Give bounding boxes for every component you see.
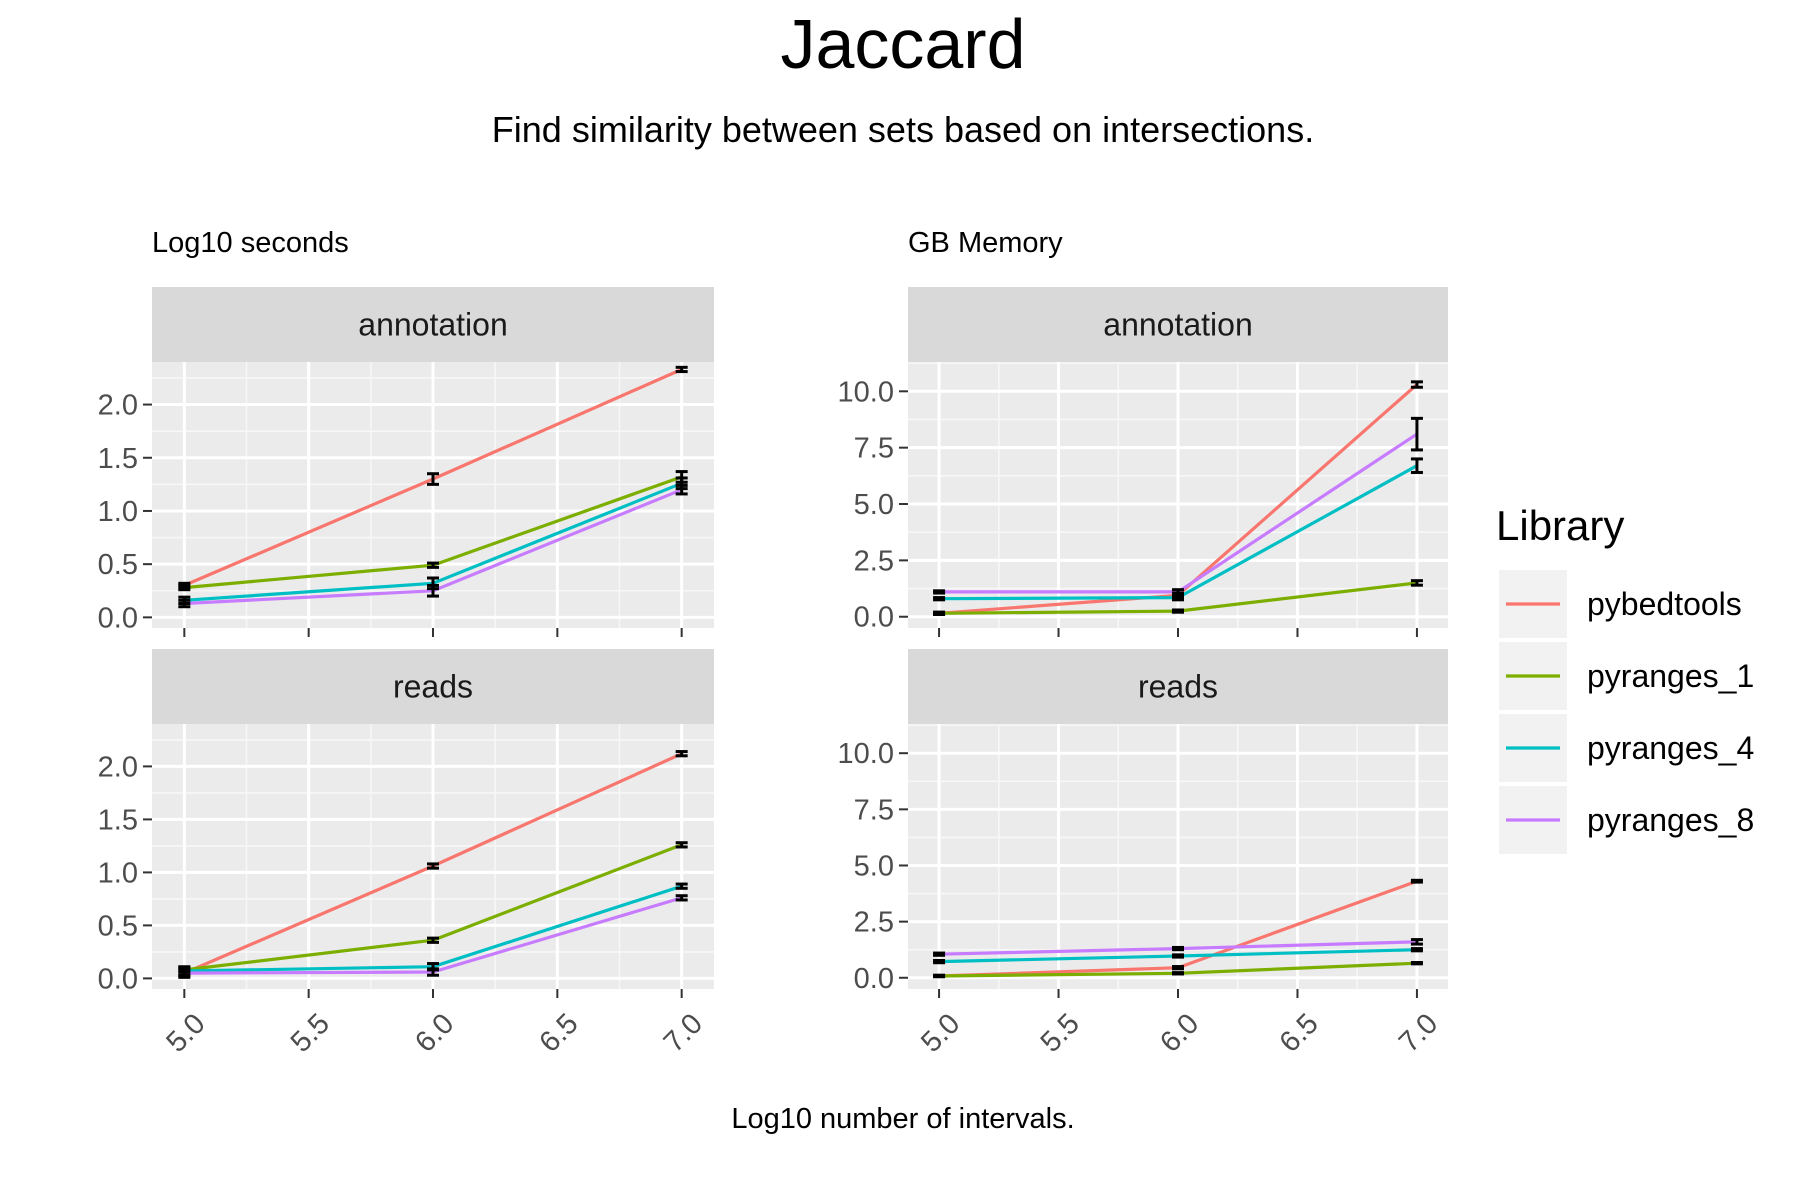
error-bar-pyranges_8 (1172, 588, 1184, 596)
error-bar-pyranges_8 (933, 951, 946, 957)
y-tick-label: 10.0 (838, 738, 894, 770)
facet-strip (908, 649, 1448, 724)
y-tick-label: 1.0 (98, 496, 138, 528)
x-tick-label: 6.0 (409, 1008, 460, 1059)
column-title-left: Log10 seconds (152, 227, 349, 259)
y-tick-label: 2.0 (98, 390, 138, 422)
legend-item-pyranges_8: pyranges_8 (1499, 786, 1754, 854)
x-tick-label: 5.5 (1035, 1008, 1086, 1059)
facet-panel-annotation: annotation 0.0 2.5 5.0 7.5 10.0 (838, 287, 1448, 637)
error-bar-pybedtools (1172, 965, 1184, 971)
error-bar-pybedtools (1410, 878, 1423, 884)
error-bar-pyranges_8 (178, 598, 191, 609)
facet-panel-annotation: annotation 0.0 0.5 1.0 1.5 2.0 (98, 287, 714, 637)
error-bar-pyranges_4 (675, 882, 688, 890)
y-tick-label: 0.0 (98, 602, 138, 634)
y-tick-label: 7.5 (854, 794, 894, 826)
x-tick-label: 6.5 (533, 1008, 584, 1059)
error-bar-pyranges_4 (933, 958, 946, 965)
error-bar-pyranges_8 (427, 583, 439, 598)
error-bar-pyranges_1 (675, 841, 688, 849)
legend-label: pybedtools (1587, 586, 1742, 622)
y-tick-label: 2.0 (98, 751, 138, 783)
facet-panels: annotation 0.0 0.5 1.0 1.5 2.0 reads 0.0 0.5 1.0 1… (98, 287, 1448, 1059)
facet-panel-reads: reads 0.0 0.5 1.0 1.5 2.0 5.0 5.5 6.0 6.5 7.0 (98, 649, 714, 1059)
error-bar-pyranges_1 (1410, 961, 1423, 966)
legend-item-pyranges_4: pyranges_4 (1499, 714, 1754, 782)
x-tick-label: 6.5 (1274, 1008, 1325, 1059)
legend-item-pyranges_1: pyranges_1 (1499, 642, 1754, 710)
error-bar-pyranges_1 (1172, 608, 1184, 614)
x-axis-label: Log10 number of intervals. (731, 1103, 1074, 1135)
legend-label: pyranges_4 (1587, 730, 1754, 766)
facet-strip (152, 649, 714, 724)
legend-item-pybedtools: pybedtools (1499, 570, 1742, 638)
facet-strip-label: reads (393, 669, 473, 705)
y-tick-label: 0.5 (98, 549, 138, 581)
facet-panel-reads: reads 0.0 2.5 5.0 7.5 10.0 5.0 5.5 6.0 6.5 7.0 (838, 649, 1448, 1059)
y-tick-label: 2.5 (854, 545, 894, 577)
error-bar-pybedtools (427, 472, 439, 486)
facet-strip (152, 287, 714, 362)
error-bar-pybedtools (1410, 380, 1423, 389)
error-bar-pyranges_8 (675, 894, 688, 902)
error-bar-pybedtools (427, 862, 439, 870)
y-tick-label: 1.5 (98, 804, 138, 836)
error-bar-pyranges_4 (1410, 947, 1423, 953)
error-bar-pybedtools (675, 750, 688, 758)
error-bar-pybedtools (675, 365, 688, 374)
x-tick-label: 7.0 (658, 1008, 709, 1059)
x-tick-label: 6.0 (1154, 1008, 1205, 1059)
error-bar-pyranges_8 (1410, 938, 1423, 946)
y-tick-label: 1.5 (98, 443, 138, 475)
y-tick-label: 0.0 (854, 602, 894, 634)
x-tick-label: 5.0 (915, 1008, 966, 1059)
y-tick-label: 0.0 (854, 963, 894, 995)
error-bar-pyranges_1 (933, 610, 946, 616)
legend: Library pybedtools pyranges_1 pyranges_4py… (1496, 502, 1754, 854)
error-bar-pyranges_8 (933, 589, 946, 595)
error-bar-pyranges_1 (427, 936, 439, 944)
x-tick-label: 5.5 (285, 1008, 336, 1059)
legend-label: pyranges_8 (1587, 802, 1754, 838)
y-tick-label: 2.5 (854, 907, 894, 939)
y-tick-label: 7.5 (854, 433, 894, 465)
x-tick-label: 5.0 (160, 1008, 211, 1059)
facet-strip-label: annotation (1103, 307, 1252, 343)
error-bar-pyranges_4 (1410, 457, 1423, 474)
error-bar-pyranges_4 (933, 596, 946, 602)
legend-title: Library (1496, 502, 1624, 549)
x-tick-label: 7.0 (1393, 1008, 1444, 1059)
error-bar-pyranges_4 (1172, 953, 1184, 959)
error-bar-pyranges_8 (1410, 416, 1423, 452)
facet-strip-label: annotation (358, 307, 507, 343)
error-bar-pyranges_8 (427, 967, 439, 977)
error-bar-pyranges_1 (427, 561, 439, 569)
facet-strip (908, 287, 1448, 362)
y-tick-label: 10.0 (838, 376, 894, 408)
error-bar-pyranges_8 (1172, 945, 1184, 952)
y-tick-label: 1.0 (98, 857, 138, 889)
y-tick-label: 5.0 (854, 850, 894, 882)
y-tick-label: 0.0 (98, 963, 138, 995)
error-bar-pyranges_1 (178, 583, 191, 592)
chart-title: Jaccard (780, 5, 1025, 83)
y-tick-label: 0.5 (98, 910, 138, 942)
error-bar-pyranges_8 (178, 967, 191, 979)
y-tick-label: 5.0 (854, 489, 894, 521)
error-bar-pyranges_1 (1410, 579, 1423, 587)
error-bar-pyranges_1 (933, 973, 946, 979)
column-title-right: GB Memory (908, 227, 1063, 259)
error-bar-pyranges_1 (1172, 971, 1184, 976)
error-bar-pyranges_8 (675, 483, 688, 496)
chart-subtitle: Find similarity between sets based on in… (492, 109, 1314, 150)
facet-strip-label: reads (1138, 669, 1218, 705)
legend-label: pyranges_1 (1587, 658, 1754, 694)
